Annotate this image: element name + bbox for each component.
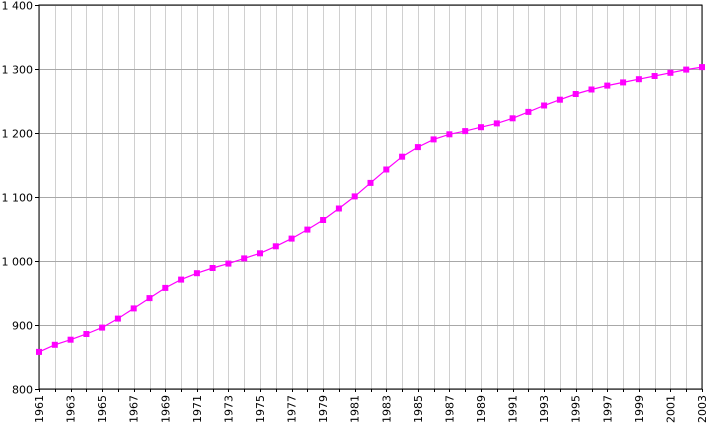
y-tick-label: 800: [12, 384, 33, 397]
x-tick-label: 2003: [696, 395, 709, 423]
x-tick-label: 1995: [570, 395, 583, 423]
data-point: [620, 79, 627, 86]
data-point: [178, 276, 185, 283]
x-tick-label: 1989: [475, 395, 488, 423]
x-tick-label: 2001: [664, 395, 677, 423]
x-tick-label: 1999: [633, 395, 646, 423]
x-tick-label: 1987: [443, 395, 456, 423]
data-point: [383, 166, 390, 173]
data-point: [462, 128, 469, 135]
y-axis-ticks: 800 900 1 000 1 100 1 200 1 300 1 400: [2, 0, 39, 397]
data-point: [225, 260, 232, 267]
data-point: [493, 120, 500, 127]
x-tick-label: 1977: [286, 395, 299, 423]
x-tick-label: 1985: [412, 395, 425, 423]
data-point: [541, 102, 548, 109]
data-point: [556, 96, 563, 103]
data-point: [67, 336, 74, 343]
x-tick-label: 1983: [380, 395, 393, 423]
data-point: [257, 250, 263, 257]
data-point: [604, 82, 611, 89]
data-point: [651, 73, 658, 79]
y-tick-label: 1 400: [2, 0, 34, 13]
data-point: [335, 205, 342, 212]
x-axis-ticks: 1961 1963 1965 1967 1969 1971 1973 1975 1977 1979…: [33, 389, 709, 423]
horizontal-gridlines: [39, 5, 702, 390]
data-point: [193, 270, 200, 277]
y-tick-label: 1 300: [2, 64, 34, 77]
y-tick-label: 1 000: [2, 256, 34, 269]
data-point: [130, 305, 137, 312]
y-tick-label: 1 200: [2, 128, 34, 141]
data-point: [114, 315, 121, 322]
data-point: [478, 124, 484, 131]
x-tick-label: 1981: [349, 395, 362, 423]
data-point: [699, 64, 705, 71]
data-point: [525, 108, 532, 115]
data-point: [36, 348, 42, 355]
data-point: [83, 331, 90, 337]
data-point: [320, 217, 327, 223]
x-tick-label: 1993: [538, 395, 551, 423]
x-tick-label: 1997: [601, 395, 614, 423]
data-point: [209, 265, 216, 271]
x-tick-label: 1963: [65, 395, 78, 423]
x-tick-label: 1961: [33, 395, 46, 423]
data-point: [146, 295, 153, 302]
y-tick-label: 1 100: [2, 192, 34, 205]
series-line: [38, 66, 703, 353]
y-tick-label: 900: [12, 320, 33, 333]
data-point: [446, 131, 453, 138]
data-point: [288, 235, 295, 242]
data-point: [99, 324, 106, 331]
x-tick-label: 1967: [128, 395, 141, 423]
data-point: [667, 69, 674, 76]
data-point: [367, 179, 374, 186]
x-tick-label: 1971: [191, 395, 204, 423]
data-point: [683, 66, 690, 73]
data-point: [304, 226, 311, 233]
data-point: [241, 255, 248, 262]
x-tick-label: 1973: [222, 395, 235, 423]
x-tick-label: 1969: [159, 395, 172, 423]
data-point: [572, 91, 579, 97]
data-point: [635, 76, 642, 83]
data-point: [162, 284, 169, 291]
data-point: [399, 153, 406, 160]
data-point: [51, 341, 58, 348]
data-point: [588, 86, 595, 93]
x-tick-label: 1965: [96, 395, 109, 423]
x-tick-label: 1991: [507, 395, 520, 423]
data-point: [509, 115, 516, 122]
data-point: [272, 243, 279, 250]
series-layer: [36, 64, 705, 355]
data-point: [430, 136, 437, 143]
x-tick-label: 1975: [254, 395, 267, 423]
data-point: [351, 193, 358, 200]
x-tick-label: 1979: [317, 395, 330, 423]
data-point: [414, 144, 421, 151]
